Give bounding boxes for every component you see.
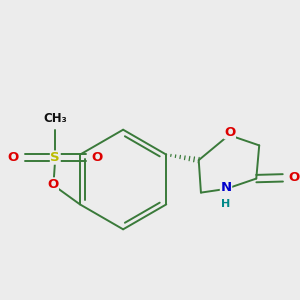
- Text: O: O: [8, 151, 19, 164]
- Text: O: O: [92, 151, 103, 164]
- Text: O: O: [47, 178, 58, 191]
- Text: O: O: [288, 171, 299, 184]
- Text: H: H: [221, 199, 231, 209]
- Text: O: O: [224, 126, 235, 139]
- Text: S: S: [50, 151, 60, 164]
- Text: CH₃: CH₃: [44, 112, 67, 125]
- Text: N: N: [220, 181, 232, 194]
